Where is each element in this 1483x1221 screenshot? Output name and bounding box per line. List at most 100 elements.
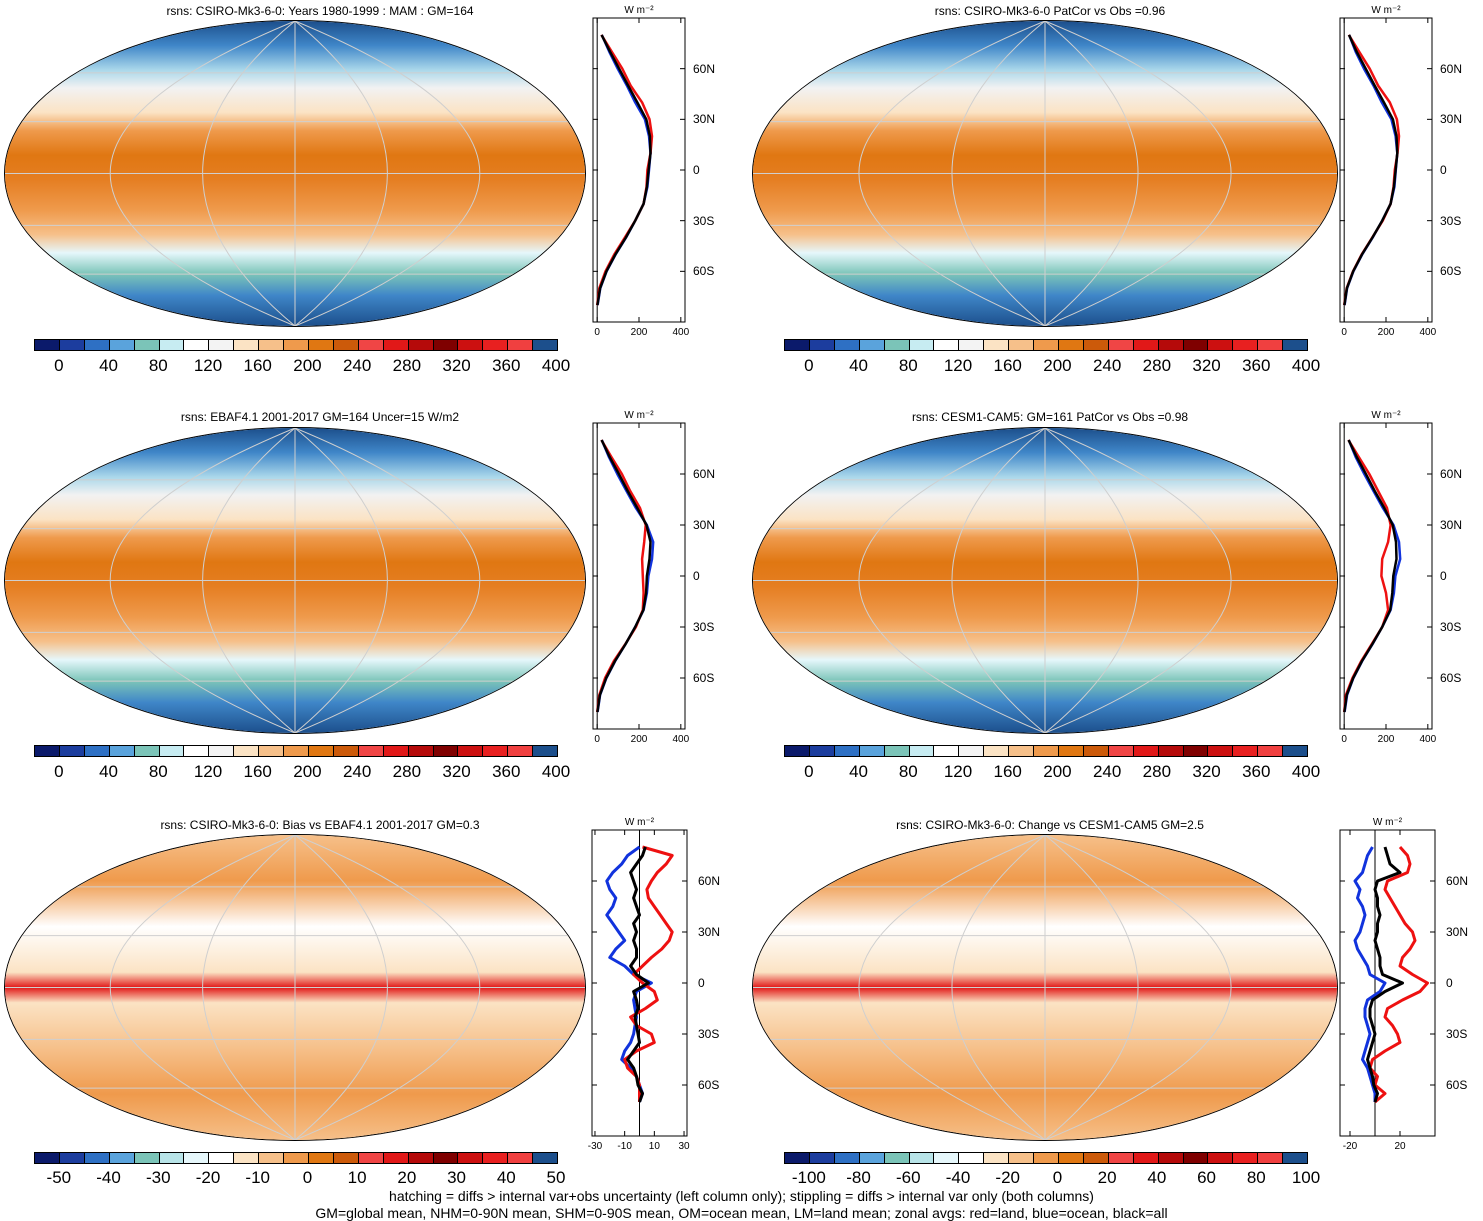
colorbar-tick-label: 400: [541, 356, 571, 375]
lat-tick-label: 30N: [698, 925, 721, 939]
colorbar-swatch: [209, 340, 235, 350]
colorbar-swatch: [909, 1153, 935, 1163]
colorbar-swatch: [284, 340, 309, 350]
colorbar-tick-label: 40: [849, 356, 869, 375]
colorbar-swatch: [259, 340, 285, 350]
colorbar-swatch: [1034, 1153, 1059, 1163]
colorbar-swatch: [59, 340, 85, 350]
colorbar-swatch: [909, 340, 935, 350]
colorbar-swatch: [984, 1153, 1010, 1163]
lat-tick-label: 60S: [1440, 671, 1462, 685]
colorbar-swatch: [809, 340, 835, 350]
zonal-units-label: W m⁻²: [624, 5, 654, 16]
lat-tick-label: 0: [693, 569, 700, 583]
colorbar-swatch: [884, 340, 910, 350]
colorbar-tick-label: 360: [1242, 356, 1271, 375]
lat-tick-label: 60N: [698, 874, 721, 888]
colorbar-swatch: [785, 1153, 810, 1163]
colorbar-swatch: [59, 1153, 85, 1163]
x-tick-label: 400: [1419, 734, 1436, 745]
colorbar-tick-label: 240: [1092, 356, 1122, 375]
colorbar-swatch: [834, 1153, 860, 1163]
colorbar-swatch: [259, 1153, 285, 1163]
colorbar-tick-label: -50: [46, 1168, 72, 1187]
lat-tick-label: 60N: [1446, 874, 1469, 888]
longitude-line: [1044, 835, 1232, 1140]
colorbar-swatch: [1208, 1153, 1234, 1163]
colorbar-tick-label: -40: [945, 1168, 971, 1187]
colorbar: [784, 339, 1308, 351]
colorbar-tick-label: -30: [145, 1168, 171, 1187]
colorbar-tick-label: 240: [1092, 762, 1122, 781]
colorbar-swatch: [508, 1153, 534, 1163]
world-map: [752, 834, 1338, 1141]
colorbar-swatch: [259, 746, 285, 756]
lat-tick-label: 60N: [693, 61, 716, 76]
colorbar-tick-label: 200: [1043, 762, 1072, 781]
colorbar-swatch: [333, 746, 359, 756]
colorbar-tick-label: 60: [1197, 1168, 1217, 1187]
colorbar-labels: 0 40 80 120 160 200 240 280 320 360 400: [784, 762, 1320, 784]
colorbar-tick-label: 280: [1142, 356, 1172, 375]
colorbar-swatch: [785, 746, 810, 756]
longitude-line: [858, 428, 1046, 733]
colorbar-swatch: [1034, 746, 1059, 756]
colorbar-swatch: [1058, 340, 1084, 350]
lat-tick-label: 30S: [698, 1027, 720, 1041]
colorbar-swatch: [1183, 340, 1209, 350]
colorbar-swatch: [1009, 1153, 1035, 1163]
zonal-mean-plot: W m⁻² -30 -10 10 30: [588, 817, 690, 1152]
colorbar-swatch: [859, 340, 885, 350]
colorbar-tick-label: 200: [293, 762, 322, 781]
x-tick-label: -30: [588, 1141, 603, 1152]
x-tick-label: -10: [617, 1141, 632, 1152]
colorbar-swatch: [433, 340, 459, 350]
longitude-line: [1044, 428, 1232, 733]
colorbar-swatch: [934, 1153, 960, 1163]
lat-tick-label: 30N: [1440, 112, 1463, 127]
colorbar-swatch: [358, 746, 384, 756]
colorbar-tick-label: 320: [442, 356, 471, 375]
colorbar-swatch: [984, 746, 1010, 756]
colorbar-swatch: [1233, 746, 1259, 756]
zonal-all-line: [596, 439, 652, 713]
world-map: [4, 20, 586, 327]
zonal-units-label: W m⁻²: [1371, 410, 1401, 421]
lat-tick-label: 60N: [1440, 467, 1463, 481]
x-tick-label: 200: [631, 734, 648, 745]
map-field: [753, 21, 1337, 326]
colorbar-tick-label: 80: [898, 356, 918, 375]
colorbar-swatch: [84, 340, 110, 350]
colorbar-tick-label: 400: [1291, 762, 1321, 781]
colorbar-swatch: [383, 340, 409, 350]
colorbar-tick-label: 360: [1242, 762, 1271, 781]
colorbar-swatch: [1183, 746, 1209, 756]
x-tick-label: -20: [1343, 1141, 1358, 1152]
colorbar-tick-label: 280: [1142, 762, 1172, 781]
x-tick-label: 0: [1341, 327, 1347, 338]
colorbar-tick-label: -10: [245, 1168, 270, 1187]
x-tick-label: 10: [649, 1141, 661, 1152]
colorbar-tick-label: 120: [943, 762, 973, 781]
panel-title: rsns: CSIRO-Mk3-6-0: Bias vs EBAF4.1 200…: [160, 818, 480, 832]
longitude-line: [109, 835, 296, 1140]
longitude-line: [294, 835, 481, 1140]
colorbar-swatch: [1034, 340, 1059, 350]
longitude-line: [294, 21, 388, 326]
longitude-line: [1044, 21, 1232, 326]
colorbar-tick-label: 200: [1043, 356, 1072, 375]
colorbar-swatch: [884, 746, 910, 756]
colorbar-tick-label: 160: [993, 356, 1022, 375]
colorbar-tick-label: 20: [397, 1168, 417, 1187]
panel-title: rsns: CSIRO-Mk3-6-0 PatCor vs Obs =0.96: [934, 4, 1166, 18]
colorbar-swatch: [284, 746, 309, 756]
longitude-line: [202, 21, 296, 326]
colorbar-swatch: [333, 340, 359, 350]
zonal-mean-plot: W m⁻² 0 200 400: [592, 5, 690, 338]
colorbar-swatch: [1133, 1153, 1159, 1163]
colorbar-swatch: [433, 746, 459, 756]
x-tick-label: 200: [631, 327, 648, 338]
lat-tick-label: 60S: [1446, 1078, 1468, 1092]
lat-tick-label: 60S: [698, 1078, 720, 1092]
longitude-line: [1044, 21, 1139, 326]
